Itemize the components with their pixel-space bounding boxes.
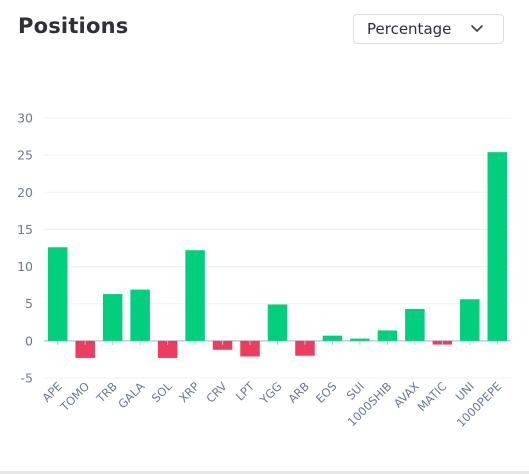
bar-ape[interactable] <box>47 247 68 341</box>
x-tick-label: TOMO <box>57 379 92 414</box>
bar-lpt[interactable] <box>240 340 260 357</box>
bar-1000shib[interactable] <box>377 330 398 341</box>
y-tick-label: -5 <box>21 371 33 386</box>
bar-sol[interactable] <box>157 340 178 358</box>
bars <box>47 152 508 358</box>
bar-avax[interactable] <box>405 308 425 341</box>
bar-1000pepe[interactable] <box>487 152 508 341</box>
metric-select[interactable]: Percentage <box>353 14 504 44</box>
metric-select-value: Percentage <box>367 20 452 38</box>
x-tick-label: GALA <box>115 379 147 411</box>
y-tick-label: 25 <box>17 148 33 163</box>
bar-xrp[interactable] <box>185 250 205 341</box>
bar-trb[interactable] <box>102 294 123 341</box>
x-tick-label: ARB <box>285 379 312 406</box>
x-tick-label: LPT <box>233 379 258 404</box>
bar-ygg[interactable] <box>267 304 288 341</box>
x-tick-label: XRP <box>176 379 202 405</box>
x-tick-label: MATIC <box>415 379 450 414</box>
bar-uni[interactable] <box>460 299 480 341</box>
x-tick-label: CRV <box>203 379 229 405</box>
bar-sui[interactable] <box>350 338 370 341</box>
page-title: Positions <box>18 14 129 38</box>
x-tick-label: YGG <box>256 379 284 407</box>
x-tick-label: EOS <box>313 379 340 406</box>
y-tick-label: 5 <box>25 296 33 311</box>
y-tick-label: 0 <box>25 333 33 348</box>
bar-eos[interactable] <box>322 335 343 341</box>
card-bottom-border <box>0 471 529 474</box>
bar-tomo[interactable] <box>75 340 95 358</box>
x-tick-label: SOL <box>149 379 175 405</box>
y-tick-label: 20 <box>17 185 33 200</box>
bar-arb[interactable] <box>295 340 315 356</box>
y-tick-label: 10 <box>17 259 33 274</box>
chevron-down-icon <box>471 25 483 32</box>
bar-gala[interactable] <box>130 289 150 341</box>
bar-crv[interactable] <box>212 340 233 350</box>
y-axis-ticks: 30 25 20 15 10 5 0 -5 <box>17 111 33 386</box>
y-tick-label: 15 <box>17 222 33 237</box>
y-tick-label: 30 <box>17 111 33 126</box>
